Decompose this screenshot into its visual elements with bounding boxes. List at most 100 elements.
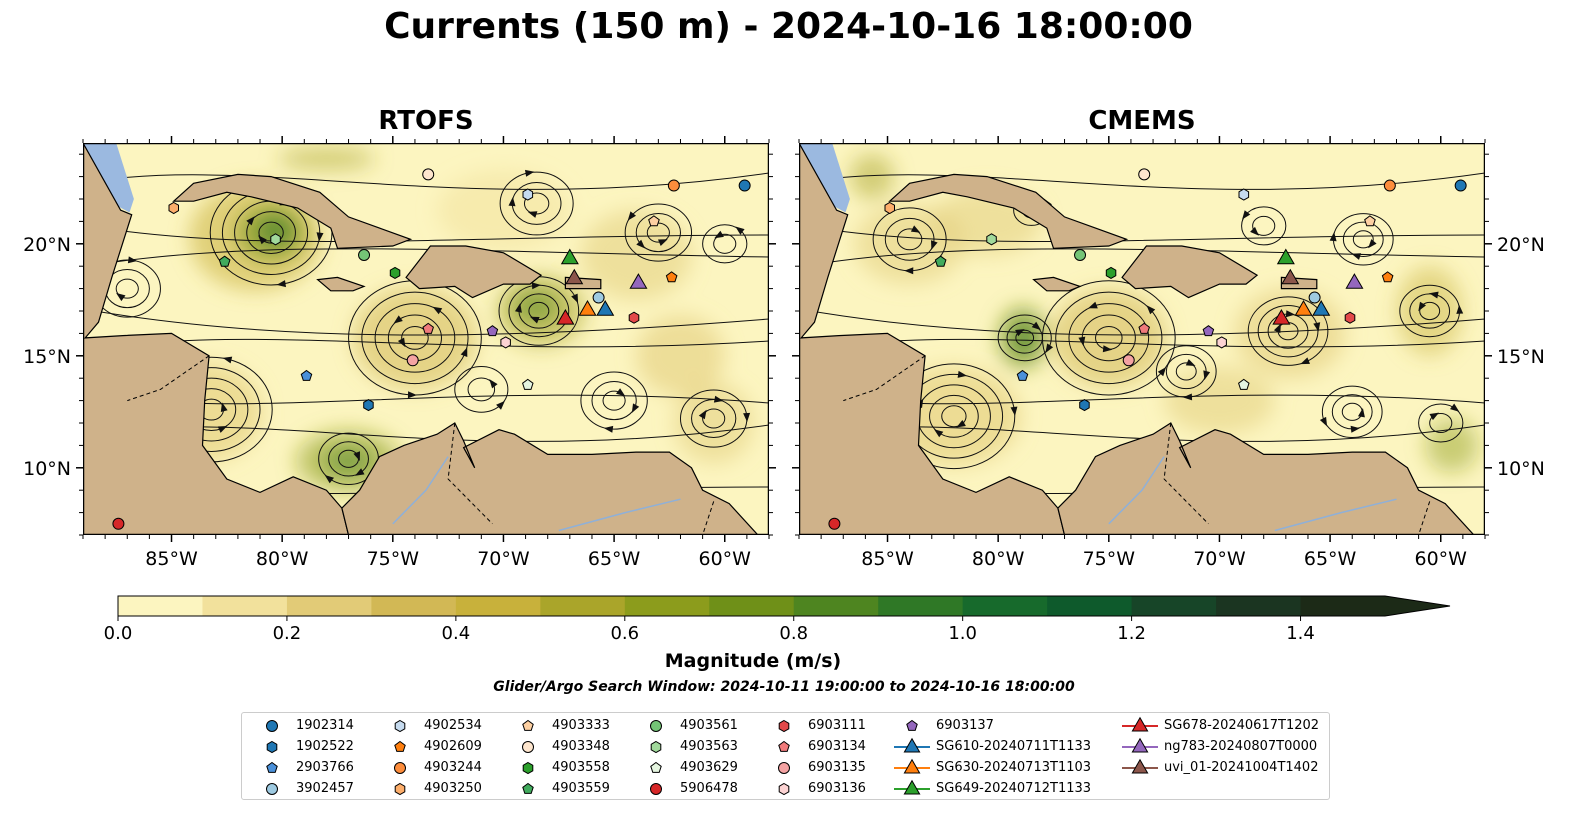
shallow-water	[799, 143, 850, 213]
platform-4903561	[1074, 249, 1087, 261]
legend-marker	[650, 761, 662, 773]
streamline	[799, 308, 1485, 336]
country-border	[1163, 422, 1209, 525]
streamline	[1247, 296, 1329, 366]
streamline	[1241, 206, 1287, 246]
legend: 1902314 1902522 2903766 3902457 4902534 49026…	[241, 712, 1330, 800]
platform-6903135	[406, 354, 419, 367]
legend-label: 4903561	[680, 718, 738, 733]
streamline	[702, 224, 748, 264]
platform-4903629	[1238, 378, 1250, 390]
platform-SG610-20240711T1133	[1312, 299, 1331, 316]
river	[558, 498, 681, 532]
platform-4903561	[358, 249, 371, 261]
land-south-america	[1057, 422, 1475, 535]
streamline-arrow	[1450, 403, 1460, 412]
lon-tick-label: 75°W	[367, 548, 420, 570]
legend-symbol	[266, 761, 278, 773]
land-hispaniola	[1121, 245, 1259, 299]
streamline-arrow	[353, 451, 360, 461]
legend-symbol	[1122, 716, 1158, 732]
streamline-arrow	[525, 169, 535, 177]
lat-tick-label: 20°N	[1497, 234, 1545, 256]
streamline-arrow	[1078, 336, 1086, 347]
streamline-arrow	[496, 400, 505, 410]
streamline	[115, 278, 139, 299]
streamline	[602, 390, 626, 411]
legend-label: 4903563	[680, 739, 738, 754]
land-jamaica	[316, 276, 366, 292]
streamline	[83, 248, 769, 268]
streamline	[997, 314, 1052, 362]
streamline-arrow	[1250, 226, 1259, 236]
streamline-arrow	[631, 403, 640, 413]
legend-marker	[903, 758, 921, 774]
streamline-arrow	[531, 282, 541, 290]
streamline	[374, 303, 456, 373]
lon-tick-label: 75°W	[1083, 548, 1136, 570]
map-panel-cmems[interactable]	[799, 143, 1485, 535]
streamline	[401, 325, 429, 350]
streamline-arrow	[1368, 239, 1377, 249]
platform-SG678-20240617T1202	[1272, 309, 1291, 325]
streamline	[499, 171, 574, 236]
streamline-arrow	[1350, 425, 1360, 433]
legend-label: 4902609	[424, 739, 482, 754]
streamline	[702, 408, 726, 429]
search-window-note: Glider/Argo Search Window: 2024-10-11 19…	[493, 679, 1075, 695]
colorbar-segment	[371, 596, 457, 616]
legend-symbol	[522, 761, 534, 775]
legend-symbol	[894, 737, 930, 753]
legend-label: SG630-20240713T1103	[936, 760, 1092, 775]
streamline-arrow	[1358, 408, 1365, 418]
platform-4902534	[522, 188, 534, 201]
streamline	[1015, 329, 1035, 346]
legend-marker	[778, 782, 790, 796]
platform-4902534	[1238, 188, 1250, 201]
streamline-arrow	[393, 315, 403, 324]
streamline-arrow	[515, 303, 522, 313]
land-jamaica	[1032, 276, 1082, 292]
lat-tick-label: 15°N	[1497, 346, 1545, 368]
map-panel-rtofs[interactable]	[83, 143, 769, 535]
streamline	[1068, 303, 1150, 373]
speed-patch	[1396, 266, 1463, 356]
colorbar-tick-label: 1.0	[948, 623, 977, 644]
colorbar-segment	[1216, 596, 1302, 616]
streamline-arrow	[407, 391, 417, 399]
colorbar-outline	[117, 595, 1451, 617]
legend-symbol	[266, 740, 278, 754]
streamline-arrow	[603, 425, 614, 433]
streamline-arrow	[934, 429, 944, 438]
platform-ng783-20240807T0000	[629, 273, 648, 289]
streamline-arrow	[1242, 210, 1251, 220]
speed-patch	[512, 288, 561, 325]
streamline-arrow	[910, 225, 921, 233]
speed-patch	[673, 382, 754, 464]
legend-symbol	[522, 719, 534, 731]
legend-marker	[903, 737, 921, 753]
lon-tick-label: 65°W	[588, 548, 641, 570]
legend-marker	[650, 740, 662, 754]
legend-label: 6903135	[808, 760, 866, 775]
legend-symbol	[394, 740, 406, 752]
legend-symbol	[778, 782, 790, 796]
streamline	[1041, 280, 1176, 396]
legend-marker	[1131, 716, 1149, 732]
streamline	[713, 233, 737, 254]
streamline	[528, 301, 550, 321]
streamline	[1419, 301, 1441, 321]
streamline-arrow	[904, 267, 914, 275]
streamline	[1418, 403, 1464, 443]
map-frame	[799, 143, 1485, 535]
country-border	[702, 501, 715, 535]
platform-4902609	[1381, 271, 1394, 283]
streamline-arrow	[1157, 367, 1167, 377]
lon-tick-label: 65°W	[1304, 548, 1357, 570]
legend-label: uvi_01-20241004T1402	[1164, 760, 1319, 775]
legend-marker	[266, 720, 278, 732]
legend-marker	[903, 779, 921, 795]
streamline-arrow	[508, 197, 516, 207]
streamline	[799, 248, 1485, 268]
lon-tick-label: 60°W	[1415, 548, 1468, 570]
